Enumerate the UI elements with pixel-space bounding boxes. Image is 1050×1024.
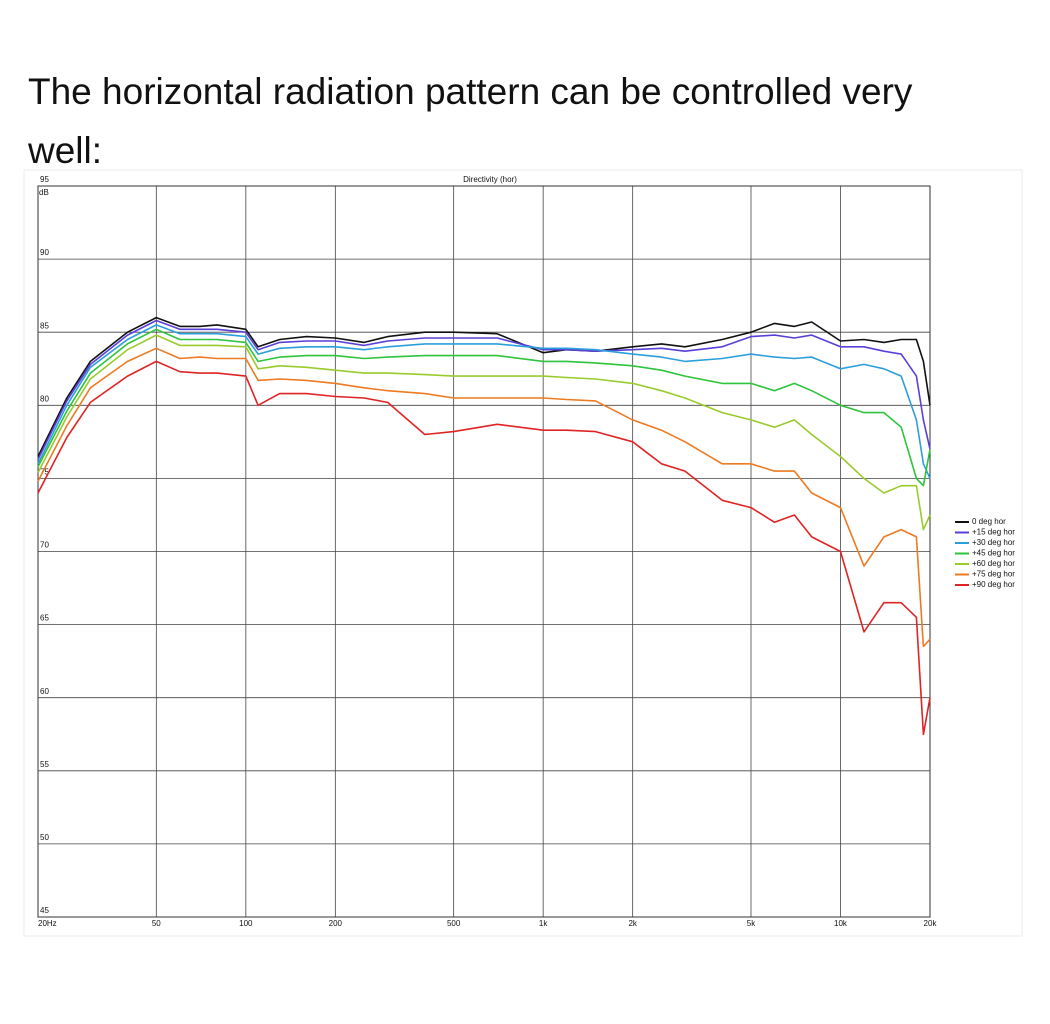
- y-tick-label: 95: [40, 175, 49, 184]
- y-tick-label: 65: [40, 614, 49, 623]
- legend-label: +15 deg hor: [972, 528, 1015, 537]
- y-tick-label: 60: [40, 687, 49, 696]
- series-line: [37, 328, 931, 487]
- y-tick-label: 50: [40, 833, 49, 842]
- x-tick-label: 500: [447, 919, 461, 928]
- post-text: The horizontal radiation pattern can be …: [28, 71, 913, 171]
- legend-label: +90 deg hor: [972, 580, 1015, 589]
- series-line: [37, 334, 931, 531]
- x-tick-label: 20k: [924, 919, 938, 928]
- y-tick-label: 55: [40, 760, 49, 769]
- plot-border: [37, 185, 931, 918]
- x-tick-label: 1k: [539, 919, 548, 928]
- chart-frame: [23, 169, 1023, 937]
- x-tick-label: 5k: [747, 919, 756, 928]
- legend-label: +75 deg hor: [972, 570, 1015, 579]
- chart-title: Directivity (hor): [463, 175, 517, 184]
- x-tick-label: 50: [152, 919, 161, 928]
- series-line: [37, 324, 931, 479]
- legend-label: 0 deg hor: [972, 517, 1006, 526]
- x-tick-label: 10k: [834, 919, 848, 928]
- y-tick-label: 85: [40, 321, 49, 330]
- x-tick-label: 2k: [628, 919, 637, 928]
- x-tick-label: 20Hz: [38, 919, 57, 928]
- series-line: [37, 360, 931, 736]
- y-tick-label: 90: [40, 248, 49, 257]
- y-tick-label: 70: [40, 541, 49, 550]
- legend-label: +60 deg hor: [972, 559, 1015, 568]
- y-tick-label: 80: [40, 394, 49, 403]
- series-line: [37, 319, 931, 460]
- y-unit: dB: [39, 188, 49, 197]
- x-tick-label: 200: [329, 919, 343, 928]
- y-tick-label: 75: [40, 468, 49, 477]
- legend-label: +30 deg hor: [972, 538, 1015, 547]
- y-tick-label: 45: [40, 906, 49, 915]
- series-line: [37, 347, 931, 648]
- legend-label: +45 deg hor: [972, 549, 1015, 558]
- x-tick-label: 100: [239, 919, 253, 928]
